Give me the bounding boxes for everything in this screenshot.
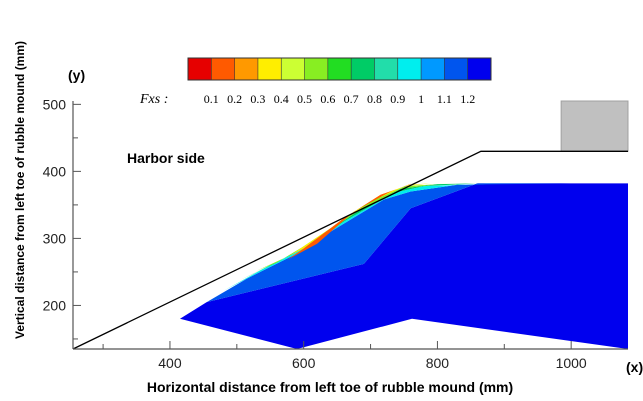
x-tick-label-800: 800: [426, 355, 450, 371]
mound-outline: [72, 150, 628, 350]
contour-main-region: [180, 183, 628, 349]
contour-band-4: [256, 183, 451, 271]
legend-swatch-10: [397, 58, 422, 80]
y-tick-label-300: 300: [43, 230, 67, 246]
y-tick-label-500: 500: [43, 96, 67, 112]
x-tick-label-600: 600: [292, 355, 316, 371]
contour-band-6: [287, 183, 412, 260]
x-tick-label-1000: 1000: [556, 355, 587, 371]
legend-swatch-2: [211, 58, 235, 80]
legend-swatch-6: [304, 58, 328, 80]
structure-block: [560, 100, 629, 152]
legend-level-0.5: 0.5: [297, 92, 312, 106]
legend-swatch-7: [327, 58, 352, 80]
legend-swatch-5: [281, 58, 305, 80]
legend-swatch-9: [374, 58, 398, 80]
x-axis-symbol: (x): [626, 359, 643, 375]
x-tick-label-400: 400: [158, 355, 182, 371]
legend-level-0.3: 0.3: [250, 92, 265, 106]
harbor-side-label: Harbor side: [127, 150, 205, 166]
legend-swatch-12: [444, 58, 468, 80]
legend-level-0.2: 0.2: [227, 92, 242, 106]
legend-swatch-1: [188, 58, 212, 80]
legend-swatch-3: [234, 58, 258, 80]
legend-swatch-13: [467, 58, 491, 80]
legend-level-0.7: 0.7: [344, 92, 359, 106]
legend-level-1.1: 1.1: [437, 92, 452, 106]
legend-level-0.1: 0.1: [204, 92, 219, 106]
legend-label: Fxs :: [139, 92, 168, 107]
legend-level-0.9: 0.9: [390, 92, 405, 106]
legend-level-0.6: 0.6: [320, 92, 335, 106]
legend-swatch-4: [257, 58, 282, 80]
y-axis-title: Vertical distance from left toe of rubbl…: [13, 41, 27, 339]
x-axis-title: Horizontal distance from left toe of rub…: [147, 379, 513, 395]
contour-band-5: [273, 183, 431, 264]
y-tick-label-200: 200: [43, 297, 67, 313]
contour-band-1: [206, 183, 572, 303]
legend-swatch-11: [421, 58, 445, 80]
legend-frame: [187, 57, 492, 81]
legend-level-0.4: 0.4: [274, 92, 289, 106]
legend-level-1.2: 1.2: [460, 92, 475, 106]
legend-swatch-8: [351, 58, 375, 80]
y-tick-label-400: 400: [43, 163, 67, 179]
legend-level-0.8: 0.8: [367, 92, 382, 106]
y-axis-symbol: (y): [68, 67, 85, 83]
legend-level-1: 1: [418, 92, 424, 106]
